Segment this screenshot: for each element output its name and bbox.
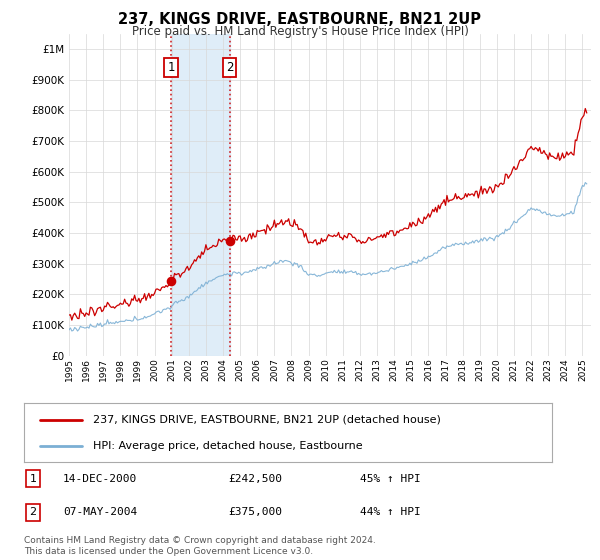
Text: 237, KINGS DRIVE, EASTBOURNE, BN21 2UP (detached house): 237, KINGS DRIVE, EASTBOURNE, BN21 2UP (… <box>92 414 440 424</box>
Text: £242,500: £242,500 <box>228 474 282 484</box>
Text: Contains HM Land Registry data © Crown copyright and database right 2024.
This d: Contains HM Land Registry data © Crown c… <box>24 536 376 556</box>
Text: 07-MAY-2004: 07-MAY-2004 <box>63 507 137 517</box>
Text: £375,000: £375,000 <box>228 507 282 517</box>
Text: Price paid vs. HM Land Registry's House Price Index (HPI): Price paid vs. HM Land Registry's House … <box>131 25 469 38</box>
Text: HPI: Average price, detached house, Eastbourne: HPI: Average price, detached house, East… <box>92 441 362 451</box>
Text: 237, KINGS DRIVE, EASTBOURNE, BN21 2UP: 237, KINGS DRIVE, EASTBOURNE, BN21 2UP <box>119 12 482 27</box>
Text: 44% ↑ HPI: 44% ↑ HPI <box>360 507 421 517</box>
Text: 2: 2 <box>226 61 233 74</box>
Text: 1: 1 <box>167 61 175 74</box>
Bar <box>171 34 230 356</box>
Point <box>225 236 235 245</box>
Point <box>166 277 176 286</box>
Text: 1: 1 <box>29 474 37 484</box>
Text: 14-DEC-2000: 14-DEC-2000 <box>63 474 137 484</box>
Text: 2: 2 <box>29 507 37 517</box>
Text: 45% ↑ HPI: 45% ↑ HPI <box>360 474 421 484</box>
